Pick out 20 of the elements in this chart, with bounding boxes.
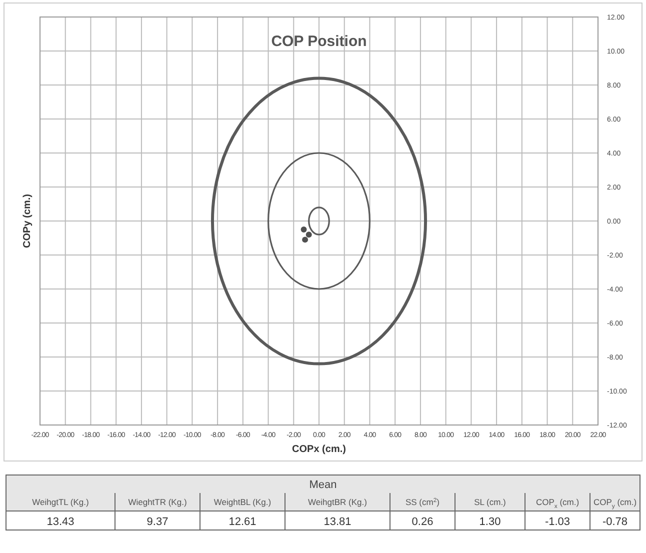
y-axis-title: COPy (cm.): [22, 194, 33, 248]
text: SL (cm.): [474, 497, 506, 507]
text: Mean: [309, 479, 337, 491]
text: WeihgtTL (Kg.): [32, 497, 90, 507]
text: -1.03: [544, 516, 570, 528]
text: 9.37: [146, 516, 168, 528]
text: -0.78: [602, 516, 628, 528]
text: 13.43: [46, 516, 74, 528]
text: WeightBL (Kg.): [214, 497, 272, 507]
text: WieghtTR (Kg.): [128, 497, 187, 507]
text: 13.81: [324, 516, 352, 528]
text: WeihgtBR (Kg.): [308, 497, 368, 507]
text: COP$_{y}$ (cm.): [593, 497, 637, 510]
text: SS (cm$^{2}$): [405, 497, 440, 507]
text: 12.61: [228, 516, 256, 528]
x-axis-title: COPx (cm.): [292, 444, 346, 455]
text: COP Position: [271, 33, 367, 50]
text: COP$_{x}$ (cm.): [536, 497, 580, 510]
text: 0.26: [412, 516, 434, 528]
text: 1.30: [479, 516, 501, 528]
